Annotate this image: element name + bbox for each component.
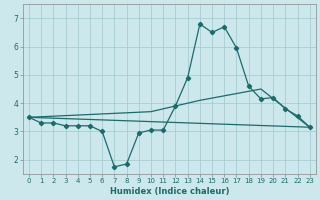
- X-axis label: Humidex (Indice chaleur): Humidex (Indice chaleur): [109, 187, 229, 196]
